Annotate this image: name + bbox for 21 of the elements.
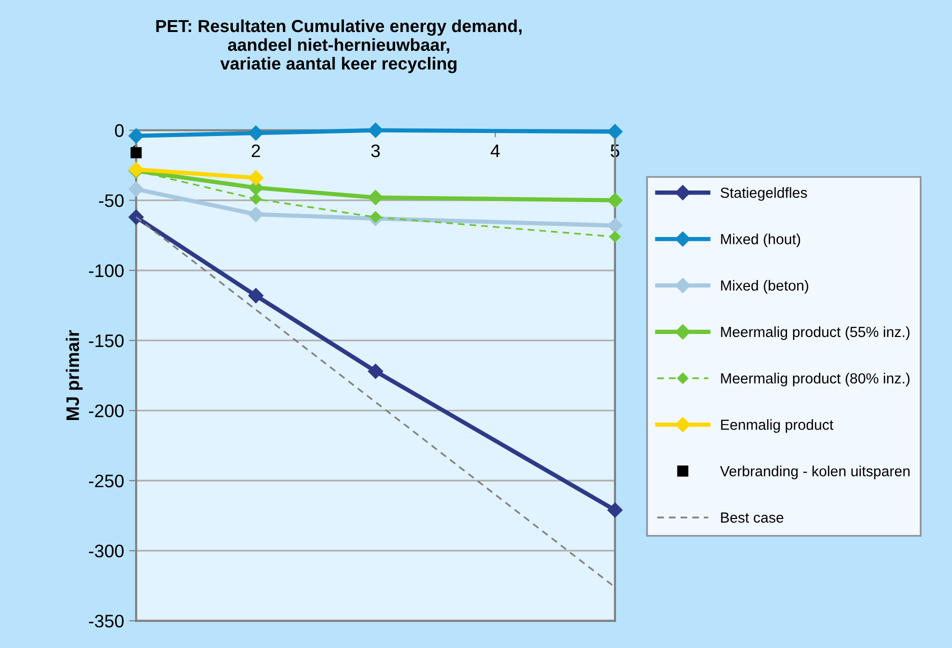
- legend-label: Statiegeldfles: [720, 187, 807, 201]
- legend-label: Eenmalig product: [721, 419, 834, 433]
- y-tick-label: -350: [89, 614, 124, 628]
- y-tick-label: -300: [89, 544, 124, 558]
- y-tick-label: 0: [114, 124, 124, 137]
- y-tick-label: -150: [89, 334, 124, 348]
- y-tick-label: -50: [99, 194, 124, 208]
- legend-label: Best case: [721, 512, 784, 523]
- x-tick-label: 2: [252, 144, 260, 158]
- legend-label: Mixed (beton): [721, 280, 808, 294]
- y-axis-title: MJ primair: [66, 330, 83, 420]
- y-tick-label: -250: [89, 474, 124, 488]
- chart-title: PET: Resultaten Cumulative energy demand, aandeel niet-hernieuwbaar, variatie aantal keer recycling: [156, 19, 522, 74]
- y-tick-label: -100: [89, 264, 124, 278]
- x-tick-label: 4: [490, 144, 500, 158]
- legend-label: Meermalig product (80% inz.): [721, 372, 910, 386]
- legend-label: Meermalig product (55% inz.): [721, 326, 910, 340]
- legend-label: Mixed (hout): [721, 234, 800, 248]
- legend-label: Verbranding - kolen uitsparen: [720, 466, 910, 480]
- x-tick-label: 3: [371, 144, 380, 158]
- y-tick-label: -200: [89, 404, 124, 418]
